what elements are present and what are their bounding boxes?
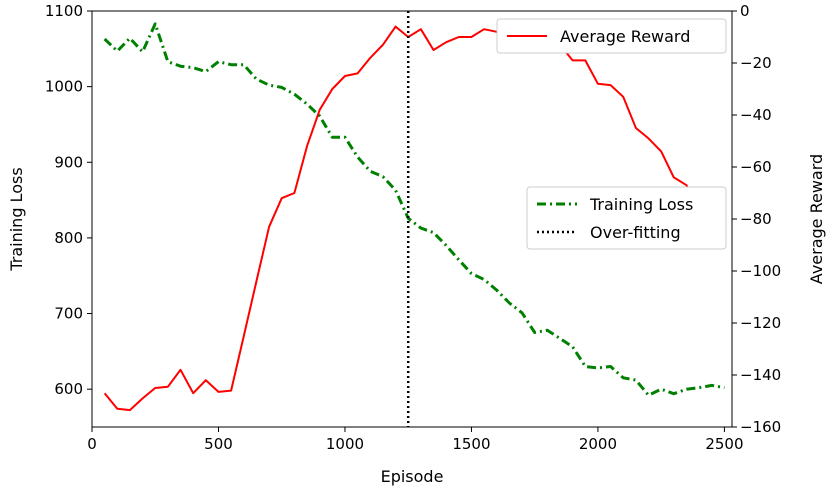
legend-reward: Average Reward <box>496 18 727 54</box>
right-y-tick-label: −140 <box>740 366 781 384</box>
x-axis-label: Episode <box>381 467 444 486</box>
right-y-tick-label: −120 <box>740 314 781 332</box>
right-y-tick-label: −100 <box>740 262 781 280</box>
left-y-tick-label: 700 <box>54 305 83 323</box>
x-tick-label: 1000 <box>326 435 364 453</box>
right-y-tick-label: −160 <box>740 418 781 436</box>
x-tick-label: 0 <box>87 435 97 453</box>
left-y-axis-label: Training Loss <box>7 167 26 271</box>
right-y-tick-label: 0 <box>740 2 750 20</box>
x-tick-label: 500 <box>204 435 233 453</box>
left-y-tick-label: 900 <box>54 153 83 171</box>
left-y-tick-label: 800 <box>54 229 83 247</box>
left-y-tick-label: 1100 <box>45 2 83 20</box>
series-line-training-loss <box>103 22 725 397</box>
series-layer <box>103 22 726 412</box>
left-y-tick-label: 600 <box>54 380 83 398</box>
x-tick-label: 2000 <box>579 435 617 453</box>
legend-reward-box <box>496 18 727 54</box>
x-tick-label: 2500 <box>705 435 743 453</box>
legend-loss-label: Training Loss <box>589 195 693 214</box>
right-y-tick-label: −80 <box>740 210 772 228</box>
series-line-average-reward <box>103 25 726 412</box>
right-y-tick-label: −20 <box>740 54 772 72</box>
legend-overfit-label: Over-fitting <box>590 223 681 242</box>
x-tick-label: 1500 <box>452 435 490 453</box>
legend-loss: Training Loss Over-fitting <box>526 186 727 250</box>
ticks-layer: 0 500 1000 1500 2000 2500 600 700 800 900 1000 1100… <box>45 2 781 453</box>
right-y-axis-label: Average Reward <box>807 154 826 284</box>
left-y-tick-label: 1000 <box>45 78 83 96</box>
right-y-tick-label: −40 <box>740 106 772 124</box>
right-y-tick-label: −60 <box>740 158 772 176</box>
legend-reward-label: Average Reward <box>560 27 690 46</box>
